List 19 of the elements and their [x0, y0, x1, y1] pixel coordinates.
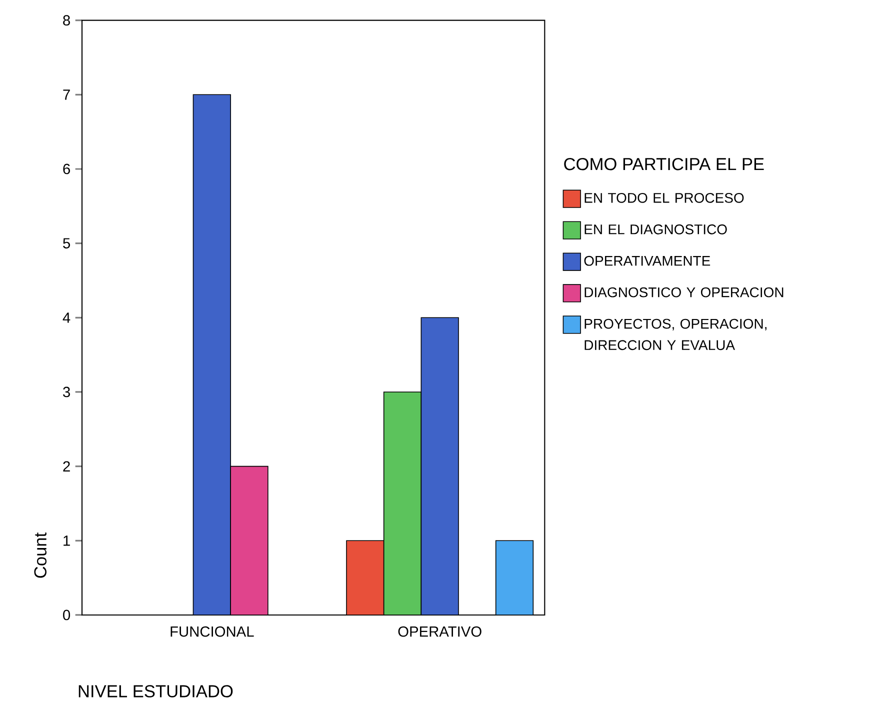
y-tick-label: 8 — [63, 15, 70, 26]
legend-label: DIAGNOSTICO Y OPERACION — [584, 287, 784, 298]
y-tick-label: 4 — [62, 312, 70, 323]
legend-label: EN EL DIAGNOSTICO — [584, 224, 727, 234]
x-tick-label: OPERATIVO — [398, 626, 482, 637]
legend-label: OPERATIVAMENTE — [584, 256, 710, 266]
y-tick-label: 6 — [63, 164, 70, 174]
legend-title: COMO PARTICIPA EL PE — [564, 158, 764, 170]
y-tick-label: 0 — [63, 610, 70, 620]
y-tick-label: 2 — [63, 461, 70, 472]
y-tick-label: 7 — [63, 90, 70, 100]
y-axis-title: Count — [34, 532, 46, 578]
y-tick-label: 1 — [64, 536, 70, 546]
legend-label: PROYECTOS, OPERACION, DIRECCION Y EVALUA — [584, 318, 766, 350]
legend-label: EN TODO EL PROCESO — [584, 192, 744, 203]
y-tick-label: 3 — [63, 386, 70, 398]
x-tick-label: FUNCIONAL — [170, 626, 254, 637]
y-tick-label: 5 — [63, 238, 70, 248]
x-axis-title: NIVEL ESTUDIADO — [78, 685, 233, 698]
